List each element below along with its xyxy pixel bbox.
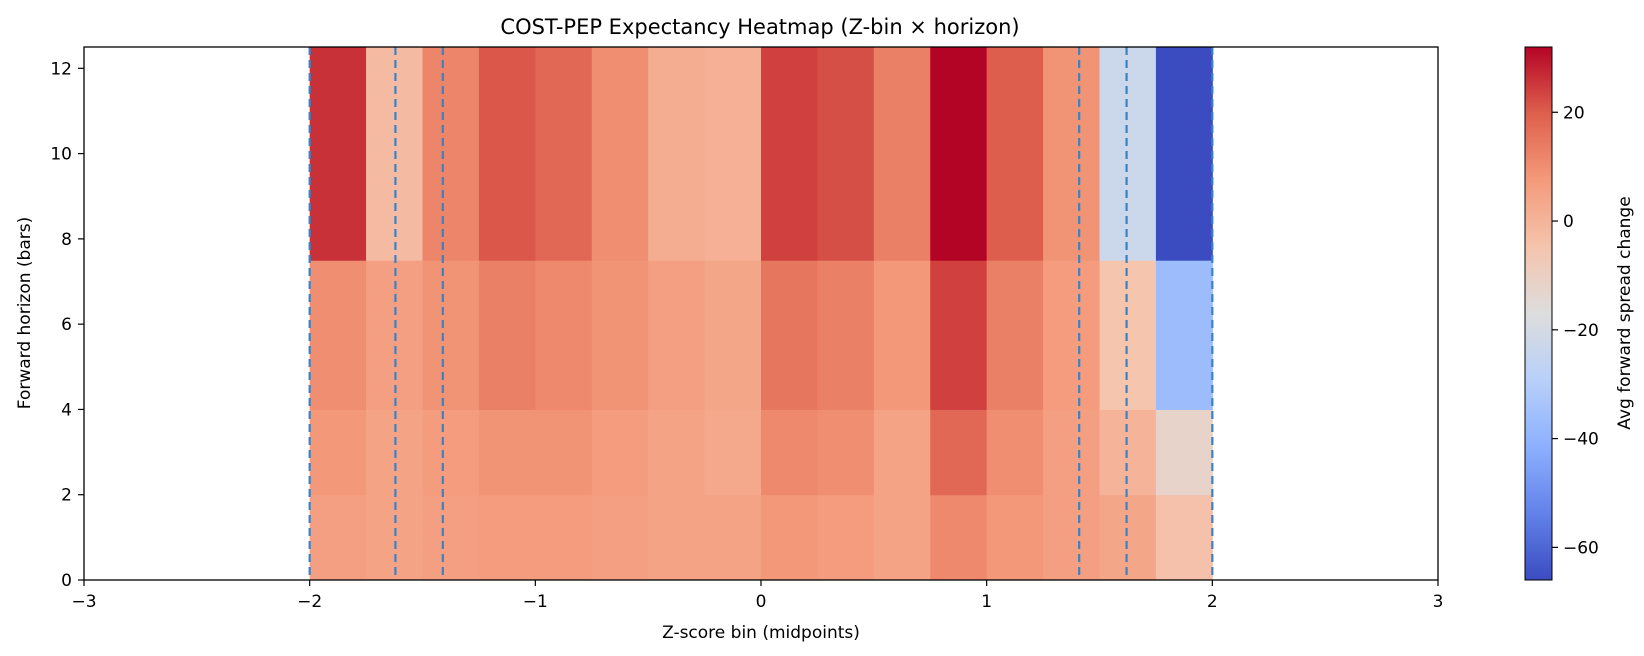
heatmap-cell <box>704 47 762 261</box>
x-tick-label: −1 <box>523 592 548 612</box>
heatmap-cell <box>986 409 1044 496</box>
heatmap-cell <box>591 409 649 496</box>
heatmap-cell <box>930 494 988 581</box>
heatmap-cell <box>591 494 649 581</box>
heatmap-cell <box>986 47 1044 261</box>
heatmap-cell <box>1099 494 1157 581</box>
y-tick-label: 4 <box>61 400 72 420</box>
heatmap-cell <box>1043 47 1100 261</box>
heatmap-cell <box>704 494 762 581</box>
heatmap-cell <box>930 409 988 496</box>
heatmap-cell <box>817 409 875 496</box>
heatmap-cell <box>535 260 593 410</box>
heatmap-cell <box>873 494 931 581</box>
heatmap-cell <box>986 494 1044 581</box>
heatmap-cell <box>817 260 875 410</box>
y-axis-label: Forward horizon (bars) <box>15 217 35 409</box>
heatmap-cell <box>648 260 706 410</box>
heatmap-cell <box>761 494 818 581</box>
heatmap-cell <box>648 47 706 261</box>
heatmap-cell <box>930 47 988 261</box>
heatmap-cell <box>309 260 367 410</box>
y-tick-label: 12 <box>50 59 72 79</box>
heatmap-cell <box>422 47 480 261</box>
heatmap-cell <box>1155 409 1213 496</box>
y-tick-label: 8 <box>61 230 72 250</box>
heatmap-cell <box>478 494 536 581</box>
heatmap-cell <box>422 409 480 496</box>
heatmap-cell <box>648 494 706 581</box>
x-tick-label: −2 <box>297 592 322 612</box>
x-axis-label: Z-score bin (midpoints) <box>662 623 860 643</box>
heatmap-cell <box>817 47 875 261</box>
heatmap-cell <box>1043 409 1100 496</box>
heatmap-cell <box>535 47 593 261</box>
heatmap-cell <box>422 260 480 410</box>
heatmap-cell <box>930 260 988 410</box>
heatmap-cell <box>478 47 536 261</box>
colorbar-axis: 20 0 −20 −40 −60 <box>1552 103 1599 558</box>
y-axis: 0 2 4 6 8 10 12 <box>50 59 84 591</box>
heatmap-cell <box>761 47 818 261</box>
x-axis: −3 −2 −1 0 1 2 3 <box>71 580 1443 612</box>
heatmap-cell <box>648 409 706 496</box>
colorbar-tick-label: 20 <box>1563 103 1585 123</box>
heatmap-cell <box>422 494 480 581</box>
heatmap-cell <box>704 260 762 410</box>
heatmap-cell <box>986 260 1044 410</box>
colorbar-tick-label: 0 <box>1563 212 1574 232</box>
colorbar-tick-label: −40 <box>1563 430 1599 450</box>
heatmap-cells <box>309 47 1213 581</box>
heatmap-cell <box>873 260 931 410</box>
x-tick-label: 3 <box>1433 592 1444 612</box>
heatmap-cell <box>1099 47 1157 261</box>
heatmap-cell <box>478 260 536 410</box>
x-tick-label: 1 <box>981 592 992 612</box>
heatmap-cell <box>761 409 818 496</box>
colorbar-label: Avg forward spread change <box>1615 196 1635 429</box>
x-tick-label: 2 <box>1207 592 1218 612</box>
heatmap-cell <box>478 409 536 496</box>
colorbar-tick-label: −60 <box>1563 538 1599 558</box>
heatmap-cell <box>1155 47 1213 261</box>
heatmap-cell <box>591 260 649 410</box>
y-tick-label: 10 <box>50 145 72 165</box>
chart-title: COST-PEP Expectancy Heatmap (Z-bin × hor… <box>500 15 1019 39</box>
heatmap-cell <box>1043 494 1100 581</box>
x-tick-label: 0 <box>756 592 767 612</box>
heatmap-cell <box>704 409 762 496</box>
heatmap-cell <box>535 494 593 581</box>
colorbar <box>1524 46 1553 581</box>
y-tick-label: 2 <box>61 486 72 506</box>
heatmap-cell <box>1155 494 1213 581</box>
y-tick-label: 6 <box>61 315 72 335</box>
heatmap-cell <box>761 260 818 410</box>
heatmap-cell <box>1155 260 1213 410</box>
threshold-lines <box>308 47 1214 580</box>
heatmap-cell <box>535 409 593 496</box>
heatmap-cell <box>309 494 367 581</box>
y-tick-label: 0 <box>61 571 72 591</box>
heatmap-cell <box>817 494 875 581</box>
heatmap-cell <box>1099 409 1157 496</box>
x-tick-label: −3 <box>71 592 96 612</box>
heatmap-cell <box>591 47 649 261</box>
heatmap-cell <box>873 409 931 496</box>
heatmap-cell <box>873 47 931 261</box>
heatmap-cell <box>1099 260 1157 410</box>
heatmap-cell <box>309 47 367 261</box>
colorbar-tick-label: −20 <box>1563 321 1599 341</box>
heatmap-cell <box>1043 260 1100 410</box>
heatmap-cell <box>309 409 367 496</box>
